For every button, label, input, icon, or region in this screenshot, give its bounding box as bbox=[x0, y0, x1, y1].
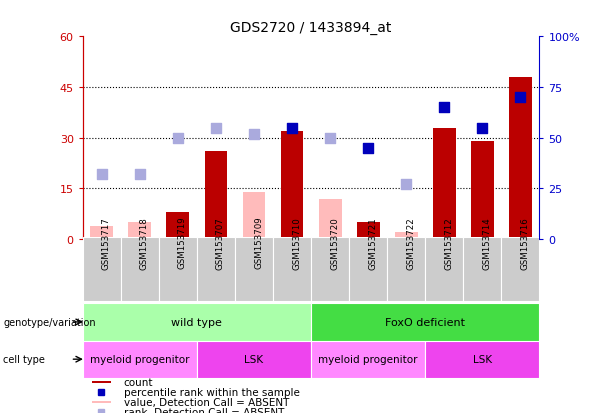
Bar bbox=[501, 237, 539, 301]
Bar bbox=[281, 132, 303, 240]
Text: GSM153712: GSM153712 bbox=[444, 216, 453, 269]
Bar bbox=[159, 237, 197, 301]
Bar bbox=[83, 341, 197, 378]
Text: GSM153714: GSM153714 bbox=[482, 216, 492, 269]
Text: myeloid progenitor: myeloid progenitor bbox=[90, 354, 189, 364]
Text: LSK: LSK bbox=[245, 354, 264, 364]
Text: genotype/variation: genotype/variation bbox=[3, 317, 96, 327]
Text: GSM153721: GSM153721 bbox=[368, 216, 377, 269]
Text: GSM153709: GSM153709 bbox=[254, 216, 263, 269]
Point bbox=[440, 105, 449, 112]
Bar bbox=[129, 223, 151, 240]
Bar bbox=[90, 226, 113, 240]
Point bbox=[402, 182, 411, 188]
Bar bbox=[433, 128, 455, 240]
Bar bbox=[349, 237, 387, 301]
Text: LSK: LSK bbox=[473, 354, 492, 364]
Bar bbox=[243, 192, 265, 240]
Text: GSM153720: GSM153720 bbox=[330, 216, 339, 269]
Bar bbox=[92, 381, 111, 383]
Bar bbox=[83, 237, 121, 301]
Bar bbox=[509, 78, 532, 240]
Text: GSM153717: GSM153717 bbox=[102, 216, 111, 269]
Bar bbox=[425, 237, 463, 301]
Point bbox=[97, 171, 107, 178]
Text: percentile rank within the sample: percentile rank within the sample bbox=[124, 387, 300, 397]
Text: GSM153707: GSM153707 bbox=[216, 216, 225, 269]
Bar bbox=[235, 237, 273, 301]
Text: count: count bbox=[124, 377, 153, 387]
Bar bbox=[273, 237, 311, 301]
Point bbox=[326, 135, 335, 142]
Text: GSM153722: GSM153722 bbox=[406, 216, 415, 269]
Text: myeloid progenitor: myeloid progenitor bbox=[318, 354, 418, 364]
Bar bbox=[425, 341, 539, 378]
Point bbox=[249, 131, 259, 138]
Bar bbox=[319, 199, 341, 240]
Bar bbox=[197, 237, 235, 301]
Bar bbox=[197, 341, 311, 378]
Bar bbox=[395, 233, 417, 240]
Bar bbox=[387, 237, 425, 301]
Point bbox=[287, 125, 297, 131]
Bar bbox=[357, 223, 379, 240]
Text: value, Detection Call = ABSENT: value, Detection Call = ABSENT bbox=[124, 397, 289, 407]
Bar bbox=[471, 142, 494, 240]
Bar bbox=[92, 401, 111, 403]
Bar bbox=[311, 237, 349, 301]
Text: cell type: cell type bbox=[3, 354, 45, 364]
Text: GSM153710: GSM153710 bbox=[292, 216, 301, 269]
Point bbox=[173, 135, 183, 142]
Title: GDS2720 / 1433894_at: GDS2720 / 1433894_at bbox=[230, 21, 392, 35]
Bar bbox=[83, 304, 311, 341]
Text: GSM153716: GSM153716 bbox=[520, 216, 530, 269]
Bar bbox=[463, 237, 501, 301]
Point bbox=[211, 125, 221, 131]
Point bbox=[516, 95, 525, 101]
Text: wild type: wild type bbox=[172, 317, 223, 327]
Bar bbox=[311, 304, 539, 341]
Bar bbox=[311, 341, 425, 378]
Text: GSM153719: GSM153719 bbox=[178, 216, 187, 269]
Bar bbox=[205, 152, 227, 240]
Point bbox=[478, 125, 487, 131]
Bar bbox=[121, 237, 159, 301]
Point bbox=[364, 145, 373, 152]
Bar bbox=[167, 213, 189, 240]
Text: FoxO deficient: FoxO deficient bbox=[385, 317, 465, 327]
Point bbox=[135, 171, 145, 178]
Text: GSM153718: GSM153718 bbox=[140, 216, 149, 269]
Text: rank, Detection Call = ABSENT: rank, Detection Call = ABSENT bbox=[124, 407, 284, 413]
